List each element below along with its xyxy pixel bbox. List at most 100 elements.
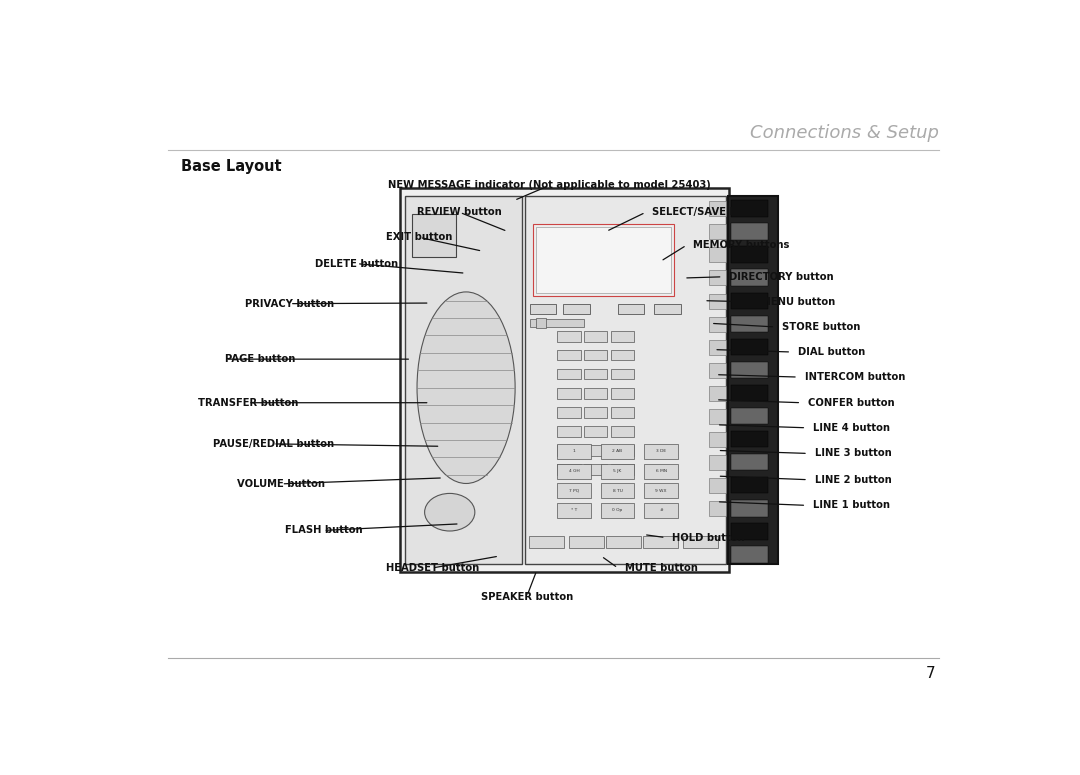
Text: CONFER button: CONFER button — [808, 398, 894, 408]
Bar — [536, 318, 545, 328]
Bar — [731, 408, 768, 425]
Bar — [731, 292, 768, 309]
Bar — [600, 444, 634, 459]
Bar — [401, 188, 729, 572]
Bar — [645, 444, 678, 459]
Bar — [611, 369, 634, 380]
Text: PAUSE/REDIAL button: PAUSE/REDIAL button — [213, 439, 334, 449]
Bar — [584, 369, 607, 380]
Bar — [731, 246, 768, 263]
Bar — [569, 536, 604, 548]
Text: NEW MESSAGE indicator (Not applicable to model 25403): NEW MESSAGE indicator (Not applicable to… — [388, 181, 711, 191]
Text: LINE 1 button: LINE 1 button — [813, 501, 890, 511]
Bar — [600, 503, 634, 518]
Text: LINE 2 button: LINE 2 button — [814, 475, 891, 484]
Text: MENU button: MENU button — [761, 297, 835, 307]
Bar — [529, 536, 564, 548]
Text: #: # — [659, 508, 663, 512]
Bar — [529, 319, 584, 327]
Bar — [557, 484, 591, 498]
Text: INTERCOM button: INTERCOM button — [805, 372, 905, 382]
Bar — [710, 501, 726, 516]
Bar — [611, 445, 634, 456]
Text: 2 AB: 2 AB — [612, 449, 622, 453]
Text: EXIT button: EXIT button — [387, 232, 453, 243]
Bar — [643, 536, 678, 548]
Bar — [710, 363, 726, 377]
Bar — [584, 388, 607, 398]
Text: SPEAKER button: SPEAKER button — [481, 591, 572, 601]
Bar — [584, 426, 607, 437]
Text: FLASH button: FLASH button — [284, 525, 362, 536]
Bar — [710, 386, 726, 401]
Bar — [731, 270, 768, 286]
Text: MEMORY buttons: MEMORY buttons — [693, 240, 789, 250]
Text: 5 JK: 5 JK — [613, 469, 622, 473]
Bar — [557, 464, 581, 475]
Text: LINE 3 button: LINE 3 button — [814, 449, 891, 459]
Bar — [557, 445, 581, 456]
Text: HEADSET button: HEADSET button — [386, 563, 478, 573]
Bar — [731, 200, 768, 217]
Bar — [710, 247, 726, 263]
Text: * T: * T — [571, 508, 577, 512]
Bar — [606, 536, 640, 548]
Text: 7 PQ: 7 PQ — [569, 489, 579, 493]
Text: DELETE button: DELETE button — [315, 259, 399, 269]
Bar — [710, 270, 726, 285]
Bar — [731, 523, 768, 539]
Bar — [731, 339, 768, 355]
Text: VOLUME button: VOLUME button — [238, 479, 325, 489]
Bar — [584, 331, 607, 342]
Bar — [710, 294, 726, 308]
Bar — [611, 407, 634, 418]
Text: Base Layout: Base Layout — [181, 160, 282, 174]
Text: 3 DE: 3 DE — [656, 449, 666, 453]
Bar — [731, 315, 768, 332]
Bar — [645, 463, 678, 478]
Bar — [557, 350, 581, 360]
Text: 8 TU: 8 TU — [612, 489, 622, 493]
Bar — [611, 426, 634, 437]
Bar — [611, 388, 634, 398]
Bar — [526, 195, 726, 564]
Bar — [557, 331, 581, 342]
Text: 7: 7 — [926, 666, 935, 681]
Bar — [534, 224, 674, 296]
Bar — [710, 202, 726, 216]
Text: 9 WX: 9 WX — [656, 489, 666, 493]
Bar — [731, 454, 768, 470]
Text: PAGE button: PAGE button — [226, 354, 296, 364]
Bar — [683, 536, 718, 548]
Bar — [557, 426, 581, 437]
Bar — [557, 503, 591, 518]
Bar — [710, 339, 726, 355]
Bar — [645, 503, 678, 518]
Bar — [731, 477, 768, 494]
Text: STORE button: STORE button — [782, 322, 861, 332]
Bar — [645, 484, 678, 498]
Bar — [728, 195, 778, 564]
Bar — [563, 305, 590, 314]
Text: DIAL button: DIAL button — [798, 347, 865, 357]
Text: Connections & Setup: Connections & Setup — [750, 124, 939, 142]
Text: 6 MN: 6 MN — [656, 469, 666, 473]
Bar — [731, 500, 768, 517]
Bar — [731, 362, 768, 378]
Text: HOLD button: HOLD button — [673, 532, 745, 542]
Bar — [710, 225, 726, 239]
Ellipse shape — [424, 494, 475, 531]
Bar — [618, 305, 645, 314]
Bar — [731, 546, 768, 563]
Bar — [405, 195, 522, 564]
Bar — [600, 463, 634, 478]
Bar — [653, 305, 680, 314]
Bar — [557, 407, 581, 418]
Bar — [584, 407, 607, 418]
Bar — [611, 464, 634, 475]
Bar — [611, 350, 634, 360]
Bar — [536, 227, 672, 293]
Text: LINE 4 button: LINE 4 button — [813, 423, 890, 432]
Bar — [731, 223, 768, 240]
Text: 0 Op: 0 Op — [612, 508, 623, 512]
